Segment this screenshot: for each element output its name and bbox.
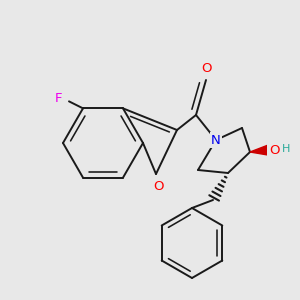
Text: O: O: [269, 143, 279, 157]
Text: H: H: [282, 144, 290, 154]
Polygon shape: [250, 145, 271, 155]
Text: N: N: [211, 134, 221, 146]
Text: F: F: [54, 92, 62, 105]
Text: O: O: [202, 62, 212, 76]
Text: O: O: [153, 179, 163, 193]
